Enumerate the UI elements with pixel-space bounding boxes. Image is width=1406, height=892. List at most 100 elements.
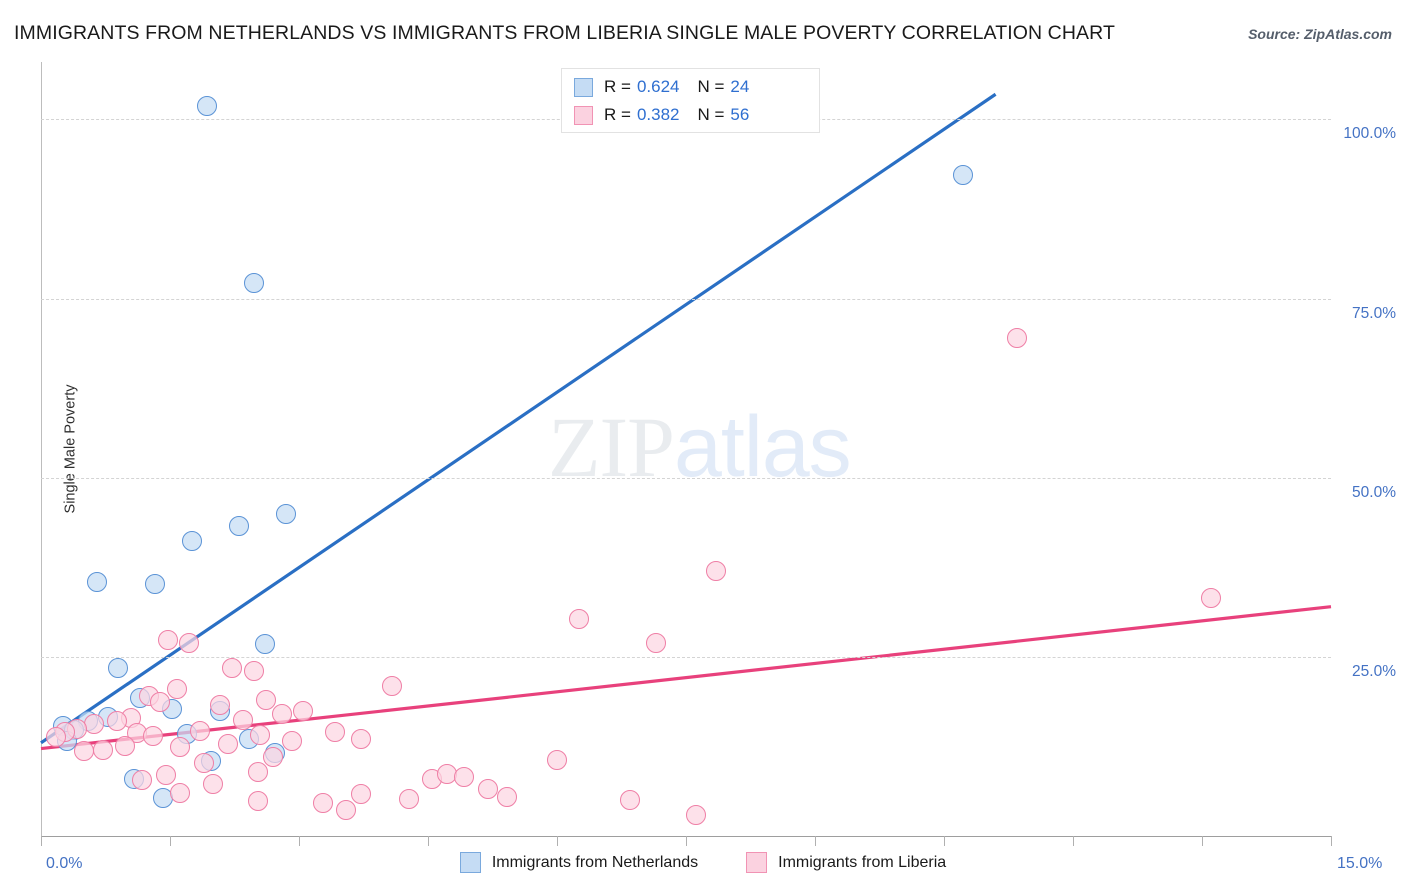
stats-n-value-1: 24 <box>730 77 750 96</box>
data-point[interactable] <box>478 778 499 799</box>
x-axis-tick <box>170 836 171 846</box>
data-point[interactable] <box>132 770 153 791</box>
data-point[interactable] <box>256 689 277 710</box>
y-axis-label: 25.0% <box>1352 662 1396 680</box>
gridline <box>41 298 1331 300</box>
data-point[interactable] <box>218 733 239 754</box>
data-point[interactable] <box>170 783 191 803</box>
x-axis-tick <box>1331 836 1332 846</box>
data-point[interactable] <box>952 165 973 186</box>
data-point[interactable] <box>254 633 275 654</box>
data-point[interactable] <box>244 661 265 682</box>
data-point[interactable] <box>145 573 166 594</box>
data-point[interactable] <box>178 632 199 653</box>
data-point[interactable] <box>92 740 113 760</box>
data-point[interactable] <box>46 727 67 748</box>
y-axis-label: 50.0% <box>1352 483 1396 501</box>
legend-label-netherlands: Immigrants from Netherlands <box>491 853 699 871</box>
source-attribution: Source: ZipAtlas.com <box>1248 26 1392 42</box>
data-point[interactable] <box>203 774 223 795</box>
stats-r-value-1: 0.624 <box>636 77 680 96</box>
series-legend: Immigrants from Netherlands Immigrants f… <box>0 852 1406 873</box>
data-point[interactable] <box>247 790 268 811</box>
data-point[interactable] <box>142 725 163 746</box>
trend-line <box>40 92 997 745</box>
stats-n-label-1: N = <box>697 77 725 96</box>
data-point[interactable] <box>158 629 179 650</box>
data-point[interactable] <box>221 657 242 678</box>
x-axis-label-min: 0.0% <box>46 855 83 872</box>
data-point[interactable] <box>1007 327 1028 348</box>
data-point[interactable] <box>547 750 567 771</box>
data-point[interactable] <box>293 701 314 722</box>
data-point[interactable] <box>247 761 268 782</box>
data-point[interactable] <box>620 790 641 811</box>
y-axis-label: 75.0% <box>1352 304 1396 322</box>
gridline <box>41 477 1331 479</box>
data-point[interactable] <box>568 608 589 629</box>
y-axis-title-wrap: Single Male Poverty <box>14 62 78 836</box>
data-point[interactable] <box>106 711 127 732</box>
stats-swatch-liberia <box>574 105 593 125</box>
stats-r-value-2: 0.382 <box>636 105 680 124</box>
data-point[interactable] <box>74 741 94 762</box>
data-point[interactable] <box>645 632 666 653</box>
data-point[interactable] <box>263 747 284 768</box>
x-axis-tick <box>944 836 945 846</box>
stats-r-label-2: R = <box>604 105 631 124</box>
data-point[interactable] <box>209 694 230 715</box>
data-point[interactable] <box>350 729 371 750</box>
x-axis-tick <box>1202 836 1203 846</box>
x-axis-tick <box>41 836 42 846</box>
data-point[interactable] <box>115 735 136 756</box>
data-point[interactable] <box>686 805 707 826</box>
page-title: IMMIGRANTS FROM NETHERLANDS VS IMMIGRANT… <box>14 22 1115 44</box>
data-point[interactable] <box>86 571 107 592</box>
data-point[interactable] <box>194 752 215 773</box>
data-point[interactable] <box>250 724 271 745</box>
stats-n-value-2: 56 <box>730 105 750 124</box>
data-point[interactable] <box>149 691 170 712</box>
data-point[interactable] <box>336 800 357 821</box>
x-axis-tick <box>428 836 429 846</box>
data-point[interactable] <box>244 272 265 293</box>
trend-lines <box>40 92 1332 751</box>
data-point[interactable] <box>399 788 420 809</box>
legend-swatch-netherlands <box>459 852 481 873</box>
data-point[interactable] <box>155 765 176 786</box>
data-point[interactable] <box>190 721 211 742</box>
data-point[interactable] <box>381 675 402 696</box>
data-point[interactable] <box>325 722 346 743</box>
data-point[interactable] <box>282 731 303 752</box>
correlation-stats-box: R = 0.624 N = 24 R = 0.382 N = 56 <box>561 68 820 133</box>
x-axis-tick <box>299 836 300 846</box>
data-point[interactable] <box>271 704 292 725</box>
data-point[interactable] <box>166 679 187 700</box>
stats-row-netherlands: R = 0.624 N = 24 <box>574 74 749 100</box>
data-point[interactable] <box>196 96 217 117</box>
legend-item-liberia[interactable]: Immigrants from Liberia <box>746 852 946 873</box>
data-point[interactable] <box>706 560 727 581</box>
x-axis-tick <box>1073 836 1074 846</box>
data-point[interactable] <box>170 737 191 758</box>
gridline <box>41 656 1331 658</box>
data-point[interactable] <box>454 767 475 788</box>
x-axis-tick <box>815 836 816 846</box>
legend-swatch-liberia <box>746 852 768 873</box>
x-axis-label-max: 15.0% <box>1337 855 1383 872</box>
data-point[interactable] <box>233 709 254 730</box>
data-point[interactable] <box>1200 588 1221 609</box>
data-point[interactable] <box>276 503 297 524</box>
data-point[interactable] <box>182 530 203 551</box>
legend-item-netherlands[interactable]: Immigrants from Netherlands <box>459 852 699 873</box>
stats-r-label-1: R = <box>604 77 631 96</box>
data-point[interactable] <box>497 787 518 808</box>
data-point[interactable] <box>350 784 371 805</box>
data-point[interactable] <box>313 793 334 814</box>
data-point[interactable] <box>108 657 129 678</box>
x-axis-tick <box>686 836 687 846</box>
data-point[interactable] <box>228 515 249 536</box>
stats-n-label-2: N = <box>697 105 725 124</box>
x-axis-tick <box>557 836 558 846</box>
stats-row-liberia: R = 0.382 N = 56 <box>574 102 749 128</box>
